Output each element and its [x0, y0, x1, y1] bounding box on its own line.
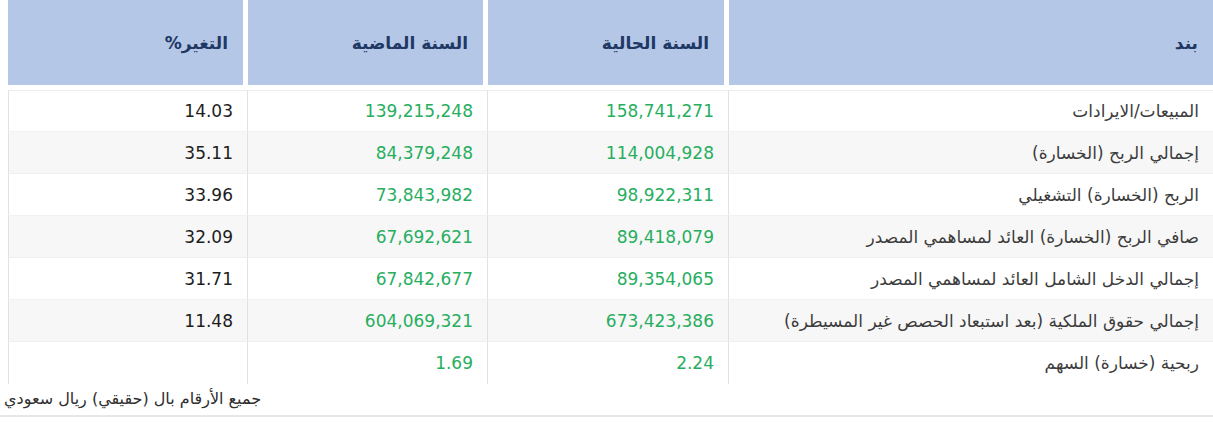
item-cell: الربح (الخسارة) التشغيلي	[729, 174, 1213, 216]
item-cell: المبيعات/الايرادات	[729, 90, 1213, 132]
item-cell: صافي الربح (الخسارة) العائد لمساهمي المص…	[729, 216, 1213, 258]
current-year-value: 89,418,079	[488, 216, 729, 258]
table-header: بند السنة الحالية السنة الماضية التغير%	[8, 0, 1213, 90]
financial-statements-page: بند السنة الحالية السنة الماضية التغير% …	[0, 0, 1213, 433]
item-cell: إجمالي الربح (الخسارة)	[729, 132, 1213, 174]
current-year-value: 98,922,311	[488, 174, 729, 216]
previous-year-value: 67,692,621	[248, 216, 488, 258]
item-cell: إجمالي حقوق الملكية (بعد استبعاد الحصص غ…	[729, 300, 1213, 342]
change-percent-value: 32.09	[8, 216, 248, 258]
item-cell: ربحية (خسارة) السهم	[729, 342, 1213, 384]
previous-year-value: 67,842,677	[248, 258, 488, 300]
current-year-value: 2.24	[488, 342, 729, 384]
change-percent-value: 14.03	[8, 90, 248, 132]
table-row: إجمالي حقوق الملكية (بعد استبعاد الحصص غ…	[8, 300, 1213, 342]
header-current-year: السنة الحالية	[488, 0, 729, 90]
change-percent-value	[8, 342, 248, 384]
table-body: المبيعات/الايرادات 158,741,271 139,215,2…	[8, 90, 1213, 384]
table-row: الربح (الخسارة) التشغيلي 98,922,311 73,8…	[8, 174, 1213, 216]
current-year-value: 114,004,928	[488, 132, 729, 174]
table-row: إجمالي الربح (الخسارة) 114,004,928 84,37…	[8, 132, 1213, 174]
financials-table: بند السنة الحالية السنة الماضية التغير% …	[8, 0, 1213, 384]
previous-year-value: 139,215,248	[248, 90, 488, 132]
table-row: ربحية (خسارة) السهم 2.24 1.69	[8, 342, 1213, 384]
header-item: بند	[729, 0, 1213, 90]
previous-year-value: 1.69	[248, 342, 488, 384]
table-row: صافي الربح (الخسارة) العائد لمساهمي المص…	[8, 216, 1213, 258]
item-cell: إجمالي الدخل الشامل العائد لمساهمي المصد…	[729, 258, 1213, 300]
header-row: بند السنة الحالية السنة الماضية التغير%	[8, 0, 1213, 90]
change-percent-value: 33.96	[8, 174, 248, 216]
change-percent-value: 11.48	[8, 300, 248, 342]
table-row: المبيعات/الايرادات 158,741,271 139,215,2…	[8, 90, 1213, 132]
previous-year-value: 73,843,982	[248, 174, 488, 216]
current-year-value: 89,354,065	[488, 258, 729, 300]
current-year-value: 158,741,271	[488, 90, 729, 132]
header-change-percent: التغير%	[8, 0, 248, 90]
current-year-value: 673,423,386	[488, 300, 729, 342]
header-previous-year: السنة الماضية	[248, 0, 488, 90]
previous-year-value: 84,379,248	[248, 132, 488, 174]
change-percent-value: 31.71	[8, 258, 248, 300]
table-row: إجمالي الدخل الشامل العائد لمساهمي المصد…	[8, 258, 1213, 300]
previous-year-value: 604,069,321	[248, 300, 488, 342]
change-percent-value: 35.11	[8, 132, 248, 174]
footer-note: جميع الأرقام بال (حقيقي) ريال سعودي	[0, 384, 1213, 417]
